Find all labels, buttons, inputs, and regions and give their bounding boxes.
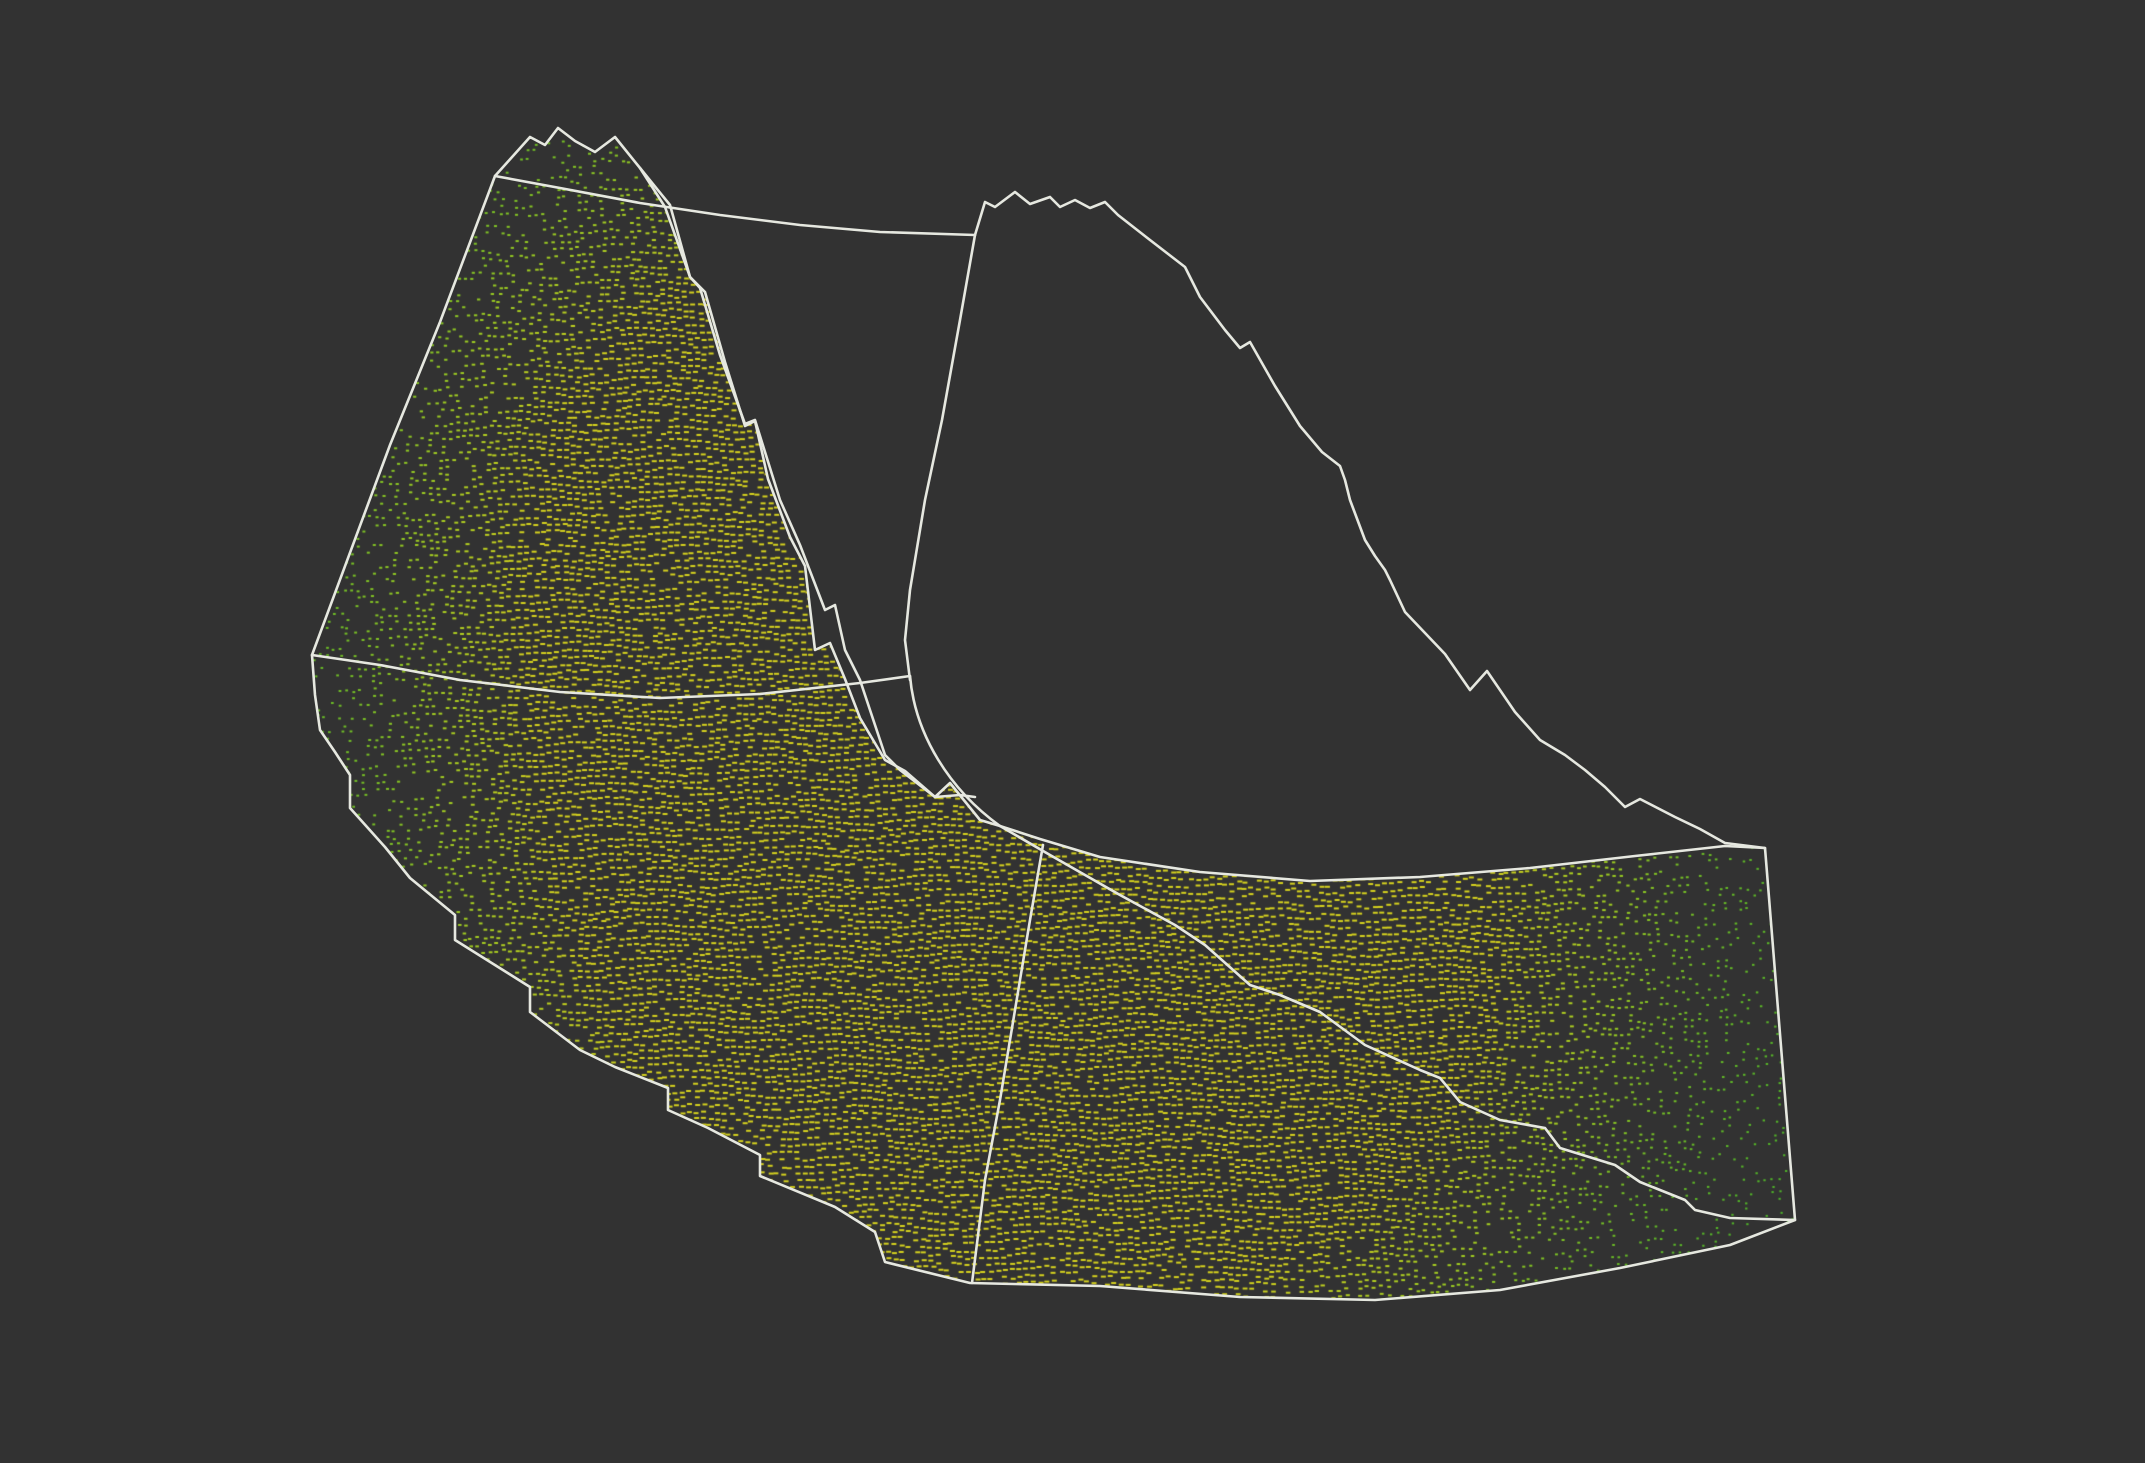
upper-ridge-edge: [973, 190, 1767, 850]
inner-arc: [908, 674, 1002, 828]
middle-band-edge: [310, 653, 912, 700]
lower-vertical-seam: [970, 843, 1045, 1285]
upper-vertical-seam: [903, 233, 977, 682]
outer-boundary: [310, 126, 1797, 1302]
left-seam: [638, 166, 977, 799]
diagonal-edge: [998, 824, 1797, 1222]
top-strip-edge: [493, 174, 977, 237]
